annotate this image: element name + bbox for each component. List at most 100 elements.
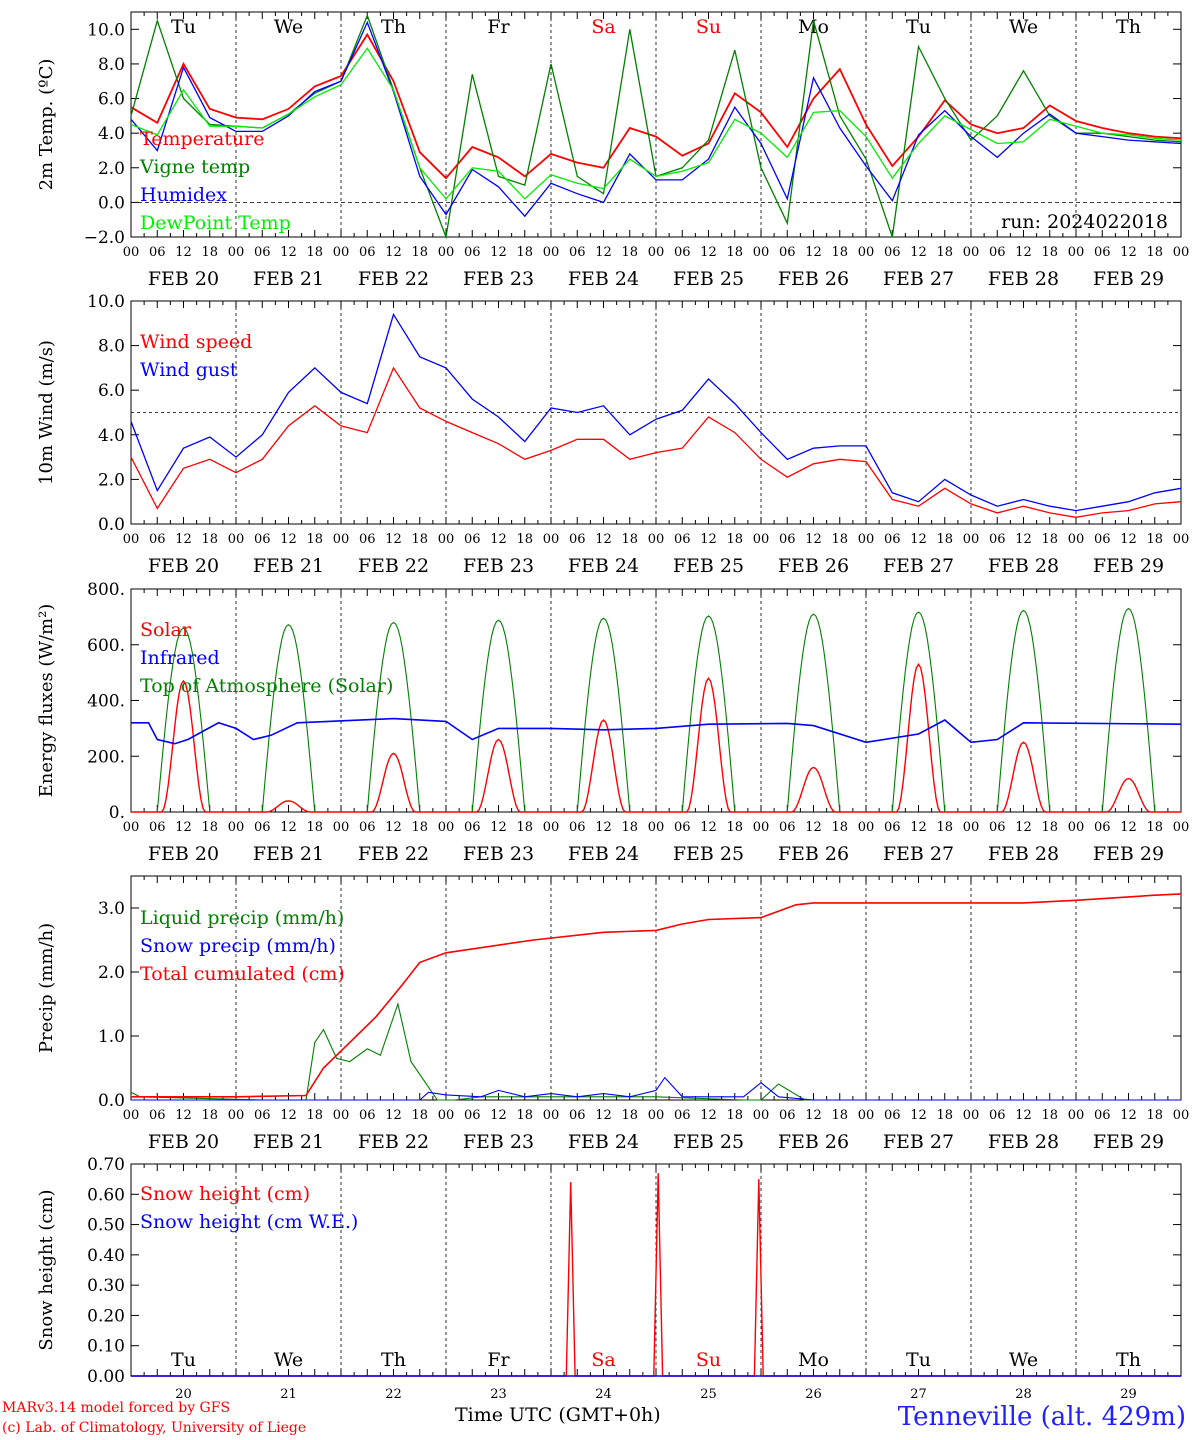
hour-tick-label: 06 bbox=[359, 1108, 376, 1123]
hour-tick-label: 06 bbox=[149, 820, 166, 835]
hour-tick-label: 00 bbox=[438, 1108, 455, 1123]
date-label: FEB 20 bbox=[148, 555, 219, 577]
legend-entry: Vigne temp bbox=[139, 156, 250, 178]
hour-tick-label: 06 bbox=[674, 820, 691, 835]
hour-tick-label: 18 bbox=[1041, 820, 1058, 835]
hour-tick-label: 00 bbox=[438, 532, 455, 547]
hour-tick-label: 12 bbox=[1015, 820, 1032, 835]
time-axis-label: Time UTC (GMT+0h) bbox=[455, 1404, 661, 1426]
legend-entry: Wind gust bbox=[140, 359, 238, 381]
hour-tick-label: 00 bbox=[333, 532, 350, 547]
hour-tick-label: 06 bbox=[779, 1108, 796, 1123]
series-line-dewpoint-temp bbox=[130, 47, 1182, 200]
y-tick-label: 8.0 bbox=[98, 55, 125, 75]
hour-tick-label: 12 bbox=[700, 1108, 717, 1123]
hour-tick-label: 06 bbox=[464, 1108, 481, 1123]
y-tick-label: 0.0 bbox=[98, 515, 125, 535]
hour-tick-label: 18 bbox=[1041, 532, 1058, 547]
hour-tick-label: 06 bbox=[989, 532, 1006, 547]
hour-tick-label: 06 bbox=[569, 532, 586, 547]
hour-tick-label: 00 bbox=[1068, 245, 1085, 260]
date-label: FEB 28 bbox=[988, 555, 1059, 577]
hour-tick-label: 18 bbox=[1146, 820, 1163, 835]
hour-tick-label: 18 bbox=[201, 245, 218, 260]
legend-entry: DewPoint Temp bbox=[140, 212, 291, 234]
hour-tick-label: 12 bbox=[595, 245, 612, 260]
hour-tick-label: 00 bbox=[228, 532, 245, 547]
y-axis-label: 10m Wind (m/s) bbox=[36, 340, 57, 485]
hour-tick-label: 18 bbox=[831, 1108, 848, 1123]
hour-tick-label: 12 bbox=[1015, 1108, 1032, 1123]
hour-tick-label: 06 bbox=[1094, 532, 1111, 547]
hour-tick-label: 12 bbox=[595, 1108, 612, 1123]
weekday-label: Fr bbox=[487, 1349, 510, 1371]
legend-entry: Liquid precip (mm/h) bbox=[140, 907, 344, 929]
date-label: FEB 20 bbox=[148, 268, 219, 290]
date-label: FEB 24 bbox=[568, 268, 639, 290]
date-label: FEB 29 bbox=[1093, 555, 1164, 577]
hour-tick-label: 18 bbox=[936, 1108, 953, 1123]
hour-tick-label: 00 bbox=[1068, 532, 1085, 547]
hour-tick-label: 06 bbox=[1094, 245, 1111, 260]
hour-tick-label: 00 bbox=[963, 245, 980, 260]
weekday-label: Th bbox=[381, 16, 406, 38]
weekday-label: We bbox=[1009, 16, 1038, 38]
hour-tick-label: 12 bbox=[910, 1108, 927, 1123]
hour-tick-label: 12 bbox=[595, 532, 612, 547]
series-line-liquid-precip-mm-h- bbox=[130, 1001, 1181, 1101]
series-line-wind-gust bbox=[130, 312, 1182, 512]
date-label: FEB 27 bbox=[883, 1131, 954, 1153]
hour-tick-label: 18 bbox=[201, 1108, 218, 1123]
day-number-label: 24 bbox=[595, 1387, 612, 1402]
hour-tick-label: 00 bbox=[228, 820, 245, 835]
hour-tick-label: 00 bbox=[438, 245, 455, 260]
weekday-label: We bbox=[1009, 1349, 1038, 1371]
date-label: FEB 23 bbox=[463, 268, 534, 290]
hour-tick-label: 18 bbox=[1146, 532, 1163, 547]
day-number-label: 25 bbox=[700, 1387, 717, 1402]
y-tick-label: 0.30 bbox=[87, 1276, 125, 1296]
hour-tick-label: 06 bbox=[464, 245, 481, 260]
date-label: FEB 20 bbox=[148, 1131, 219, 1153]
hour-tick-label: 18 bbox=[621, 245, 638, 260]
hour-tick-label: 00 bbox=[648, 245, 665, 260]
weekday-label: Th bbox=[381, 1349, 406, 1371]
hour-tick-label: 18 bbox=[411, 820, 428, 835]
weekday-label: Fr bbox=[487, 16, 510, 38]
hour-tick-label: 06 bbox=[884, 532, 901, 547]
hour-tick-label: 18 bbox=[411, 532, 428, 547]
hour-tick-label: 12 bbox=[490, 245, 507, 260]
date-label: FEB 29 bbox=[1093, 1131, 1164, 1153]
weekday-label: We bbox=[274, 16, 303, 38]
date-label: FEB 21 bbox=[253, 843, 324, 865]
hour-tick-label: 06 bbox=[674, 532, 691, 547]
hour-tick-label: 12 bbox=[1015, 532, 1032, 547]
series-line-humidex bbox=[130, 20, 1182, 218]
hour-tick-label: 18 bbox=[1041, 245, 1058, 260]
y-tick-label: −2.0 bbox=[84, 228, 125, 248]
hour-tick-label: 18 bbox=[831, 820, 848, 835]
hour-tick-label: 06 bbox=[254, 245, 271, 260]
date-label: FEB 26 bbox=[778, 268, 849, 290]
series-line-wind-speed bbox=[130, 366, 1182, 518]
y-tick-label: 0.50 bbox=[87, 1216, 125, 1236]
date-label: FEB 28 bbox=[988, 843, 1059, 865]
hour-tick-label: 06 bbox=[149, 245, 166, 260]
hour-tick-label: 18 bbox=[306, 1108, 323, 1123]
day-number-label: 20 bbox=[175, 1387, 192, 1402]
hour-tick-label: 06 bbox=[254, 532, 271, 547]
date-label: FEB 23 bbox=[463, 555, 534, 577]
hour-tick-label: 06 bbox=[884, 820, 901, 835]
date-label: FEB 22 bbox=[358, 1131, 429, 1153]
hour-tick-label: 06 bbox=[779, 245, 796, 260]
hour-tick-label: 12 bbox=[805, 1108, 822, 1123]
date-label: FEB 22 bbox=[358, 843, 429, 865]
y-tick-label: 0.00 bbox=[87, 1367, 125, 1387]
hour-tick-label: 18 bbox=[201, 532, 218, 547]
y-tick-label: 8.0 bbox=[98, 337, 125, 357]
hour-tick-label: 06 bbox=[359, 245, 376, 260]
date-label: FEB 21 bbox=[253, 268, 324, 290]
hour-tick-label: 00 bbox=[1173, 820, 1190, 835]
day-number-label: 23 bbox=[490, 1387, 507, 1402]
weekday-label: Sa bbox=[591, 1349, 615, 1371]
